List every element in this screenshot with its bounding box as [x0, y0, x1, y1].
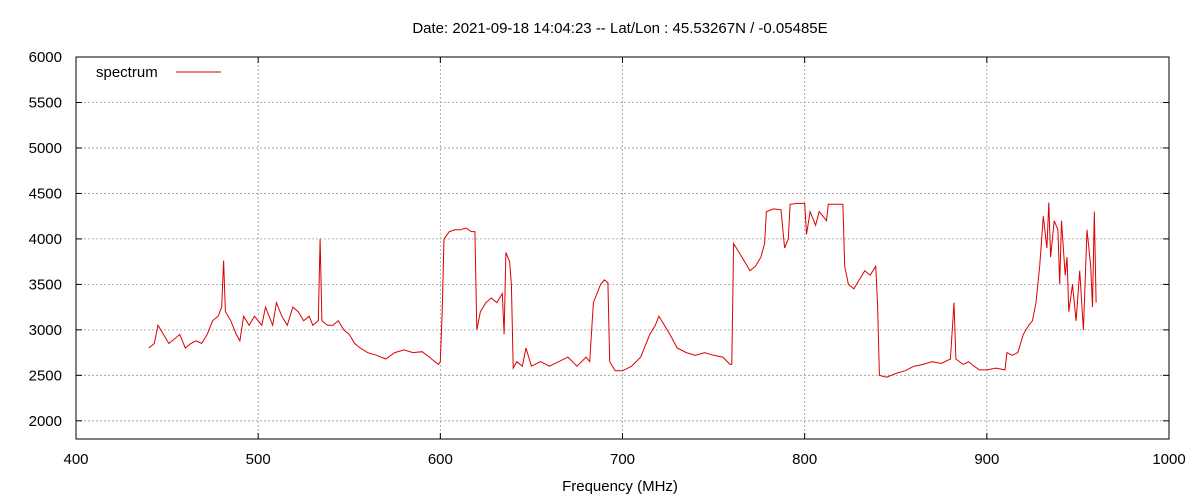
- x-tick-label: 900: [974, 451, 999, 468]
- legend-label-spectrum: spectrum: [96, 64, 158, 81]
- plot-frame: [75, 56, 1170, 440]
- x-tick-label: 1000: [1152, 451, 1185, 468]
- x-tick-label: 400: [63, 451, 88, 468]
- y-tick-label: 3500: [29, 276, 62, 293]
- y-tick-label: 4500: [29, 185, 62, 202]
- y-tick-label: 2000: [29, 413, 62, 430]
- spectrum-series-line: [148, 202, 1097, 378]
- x-tick-label: 500: [246, 451, 271, 468]
- y-tick-label: 4000: [29, 231, 62, 248]
- chart-title: Date: 2021-09-18 14:04:23 -- Lat/Lon : 4…: [412, 20, 827, 37]
- x-tick-label: 700: [610, 451, 635, 468]
- axis-ticks: 400 500 600 700 800 900 1000 2000 2500 3000 3500 40…: [29, 49, 1186, 468]
- y-tick-label: 5000: [29, 140, 62, 157]
- x-tick-label: 600: [428, 451, 453, 468]
- y-tick-label: 2500: [29, 367, 62, 384]
- x-axis-label: Frequency (MHz): [562, 478, 678, 495]
- y-tick-label: 3000: [29, 322, 62, 339]
- y-tick-label: 6000: [29, 49, 62, 66]
- y-tick-label: 5500: [29, 94, 62, 111]
- x-tick-label: 800: [792, 451, 817, 468]
- legend: spectrum: [96, 64, 221, 81]
- grid: [76, 57, 1169, 439]
